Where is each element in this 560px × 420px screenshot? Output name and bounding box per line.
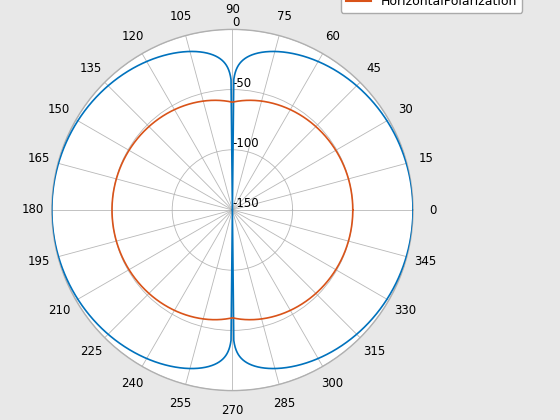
- Legend: VerticalPolarization, HorizontalPolarization: VerticalPolarization, HorizontalPolariza…: [341, 0, 522, 13]
